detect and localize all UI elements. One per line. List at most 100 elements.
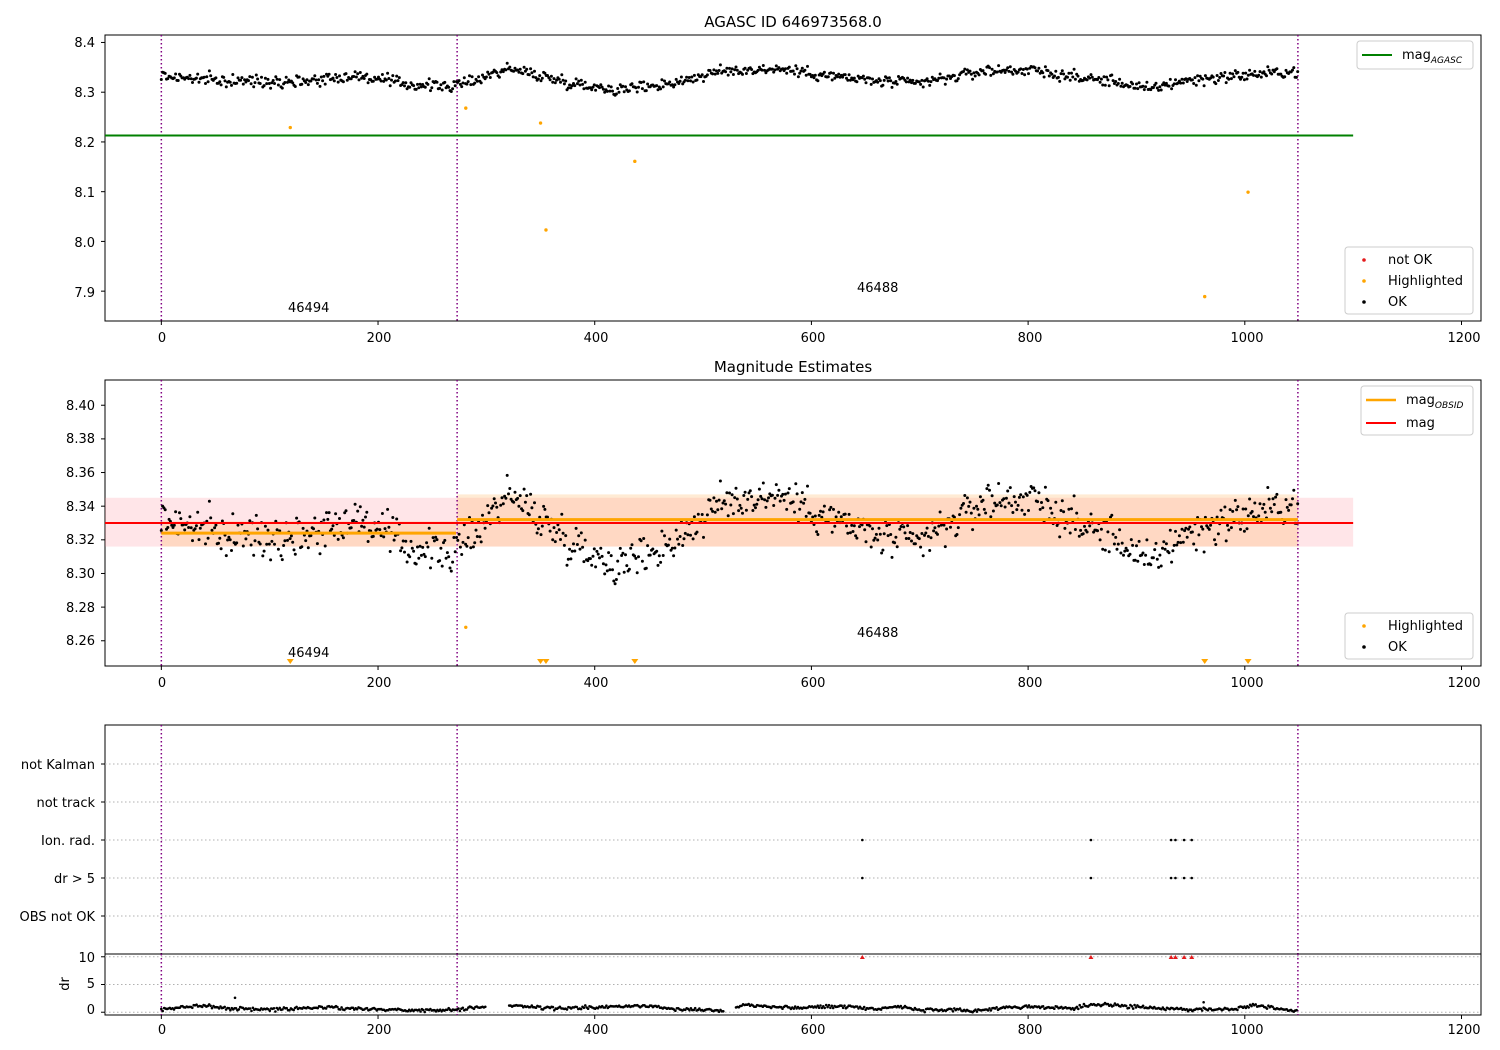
- data-point-ok: [1162, 540, 1166, 544]
- data-point-ok: [820, 515, 824, 519]
- data-point-ok: [1241, 71, 1245, 75]
- data-point-ok: [291, 81, 295, 85]
- data-point-ok: [538, 74, 542, 78]
- data-point-ok: [811, 515, 815, 519]
- data-point-ok: [338, 74, 341, 78]
- data-point-ok: [336, 537, 340, 541]
- data-point-ok: [218, 80, 222, 84]
- data-point-ok: [312, 77, 315, 81]
- data-point-ok: [713, 72, 717, 76]
- data-point-ok: [609, 554, 613, 558]
- data-point-ok: [761, 64, 765, 67]
- data-point-ok: [1194, 548, 1198, 552]
- y-tick-label: 8.1: [74, 186, 95, 201]
- data-point-ok: [561, 531, 565, 535]
- data-point-ok: [443, 80, 447, 84]
- out-of-range-marker: [537, 659, 545, 664]
- data-point-ok: [990, 67, 994, 71]
- data-point-ok: [608, 568, 612, 572]
- data-point-ok: [1021, 495, 1025, 499]
- data-point-ok: [354, 75, 358, 79]
- x-tick-label: 200: [367, 1023, 392, 1038]
- dr-point: [1127, 1006, 1131, 1010]
- data-point-ok: [171, 526, 175, 529]
- data-point-ok: [1162, 81, 1166, 85]
- flag-point: [1190, 876, 1194, 880]
- data-point-ok: [1177, 534, 1181, 538]
- data-point-ok: [1055, 524, 1059, 527]
- data-point-ok: [341, 536, 345, 540]
- data-point-ok: [322, 518, 326, 522]
- data-point-ok: [479, 81, 483, 85]
- data-point-ok: [1190, 78, 1194, 82]
- y-tick-label: 8.3: [74, 86, 95, 101]
- data-point-ok: [204, 82, 207, 85]
- data-point-ok: [1258, 502, 1262, 506]
- data-point-ok: [393, 534, 397, 537]
- data-point-ok: [781, 492, 785, 496]
- dr-point: [1265, 1007, 1269, 1010]
- data-point-ok: [529, 492, 533, 496]
- data-point-ok: [295, 516, 299, 520]
- data-point-ok: [1270, 510, 1274, 514]
- flag-point: [1089, 876, 1093, 880]
- dr-point: [824, 1003, 828, 1007]
- data-point-ok: [578, 83, 582, 87]
- data-point-ok: [263, 524, 267, 528]
- data-point-ok: [646, 82, 650, 86]
- data-point-ok: [962, 502, 965, 505]
- data-point-ok: [1083, 524, 1086, 528]
- dr-point: [288, 1008, 291, 1012]
- data-point-ok: [557, 77, 561, 81]
- data-point-ok: [685, 75, 689, 79]
- data-point-ok: [280, 558, 284, 562]
- data-point-ok: [733, 496, 737, 500]
- data-point-ok: [708, 69, 712, 72]
- data-point-ok: [461, 81, 465, 85]
- data-point-ok: [382, 79, 386, 83]
- data-point-ok: [982, 507, 986, 511]
- data-point-ok: [629, 546, 633, 550]
- data-point-ok: [280, 86, 284, 90]
- data-point-ok: [672, 554, 676, 558]
- x-tick-label: 1000: [1230, 331, 1263, 346]
- panel1-legend-bottom: not OK Highlighted OK: [1344, 246, 1474, 315]
- data-point-ok: [821, 510, 825, 514]
- data-point-ok: [404, 81, 408, 85]
- data-point-ok: [462, 76, 466, 80]
- dr-point: [278, 1006, 282, 1010]
- data-point-ok: [1262, 70, 1266, 74]
- data-point-ok: [878, 79, 882, 83]
- data-point-ok: [1283, 75, 1287, 79]
- dr-point: [316, 1006, 320, 1010]
- data-point-ok: [1098, 80, 1102, 84]
- y-tick-label: 8.0: [74, 236, 95, 251]
- data-point-ok: [1017, 495, 1021, 499]
- data-point-ok: [616, 559, 620, 563]
- data-point-ok: [894, 535, 898, 539]
- data-point-ok: [1089, 73, 1093, 77]
- y-tick-label: 8.2: [74, 136, 95, 151]
- data-point-ok: [1059, 72, 1063, 76]
- data-point-ok: [535, 531, 539, 535]
- data-point-ok: [1153, 548, 1157, 552]
- data-point-ok: [335, 76, 339, 79]
- data-point-ok: [670, 546, 674, 550]
- data-point-ok: [777, 66, 781, 70]
- data-point-ok: [426, 545, 430, 549]
- data-point-ok: [527, 513, 531, 517]
- dr-point: [674, 1009, 677, 1012]
- data-point-ok: [1144, 553, 1148, 557]
- data-point-ok: [1219, 72, 1223, 75]
- data-point-ok: [605, 569, 609, 573]
- dr-point: [1250, 1004, 1253, 1008]
- data-point-ok: [885, 76, 889, 80]
- data-point-ok: [1058, 79, 1062, 83]
- data-point-ok: [802, 501, 806, 505]
- data-point-ok: [517, 504, 521, 508]
- data-point-ok: [1202, 84, 1206, 88]
- data-point-ok: [920, 532, 924, 535]
- data-point-ok: [1262, 502, 1266, 506]
- data-point-ok: [973, 74, 977, 78]
- data-point-ok: [388, 84, 392, 88]
